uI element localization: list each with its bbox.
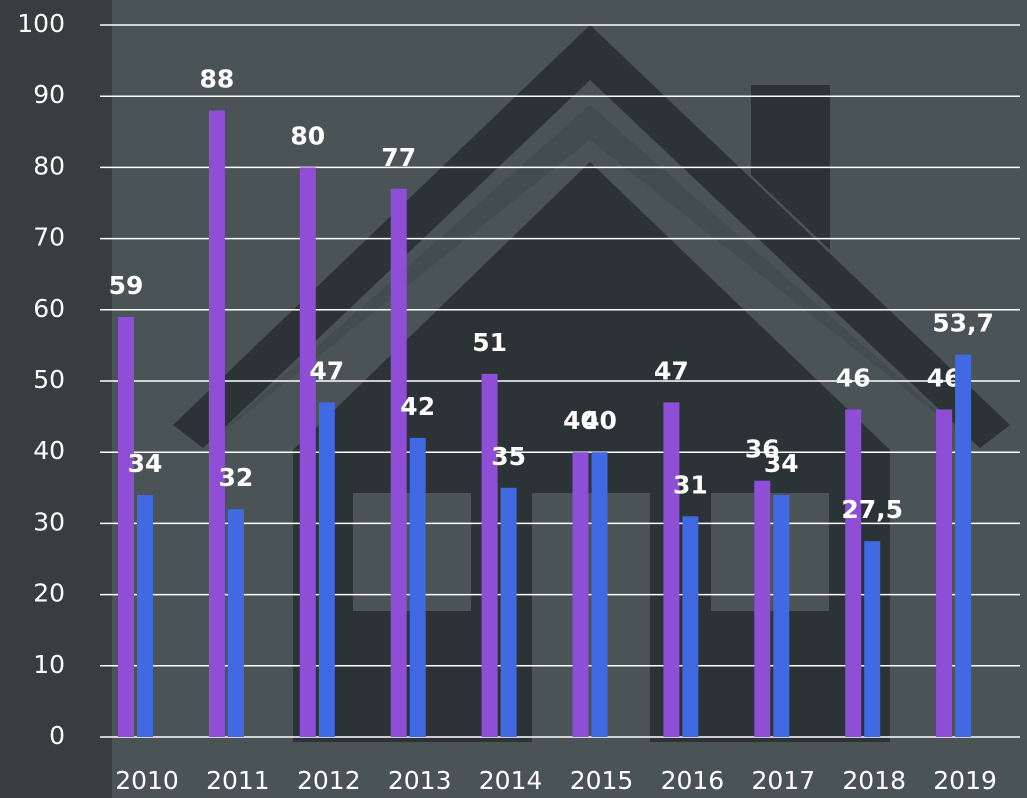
bar <box>592 452 608 737</box>
value-label: 53,7 <box>932 309 994 338</box>
bar <box>754 481 770 737</box>
bar <box>663 402 679 737</box>
y-tick-label: 20 <box>33 579 65 608</box>
y-tick-label: 10 <box>33 650 65 679</box>
value-label: 40 <box>582 406 617 435</box>
y-tick-label: 100 <box>17 9 65 38</box>
value-label: 42 <box>400 392 435 421</box>
value-label: 27,5 <box>841 495 903 524</box>
y-tick-label: 90 <box>33 80 65 109</box>
value-label: 88 <box>200 64 235 93</box>
bar <box>209 110 225 737</box>
y-tick-label: 40 <box>33 436 65 465</box>
bar <box>118 317 134 737</box>
bar <box>228 509 244 737</box>
bar <box>410 438 426 737</box>
bar <box>864 541 880 737</box>
value-label: 77 <box>381 143 416 172</box>
value-label: 47 <box>309 356 344 385</box>
page: 0 10 20 30 40 50 60 70 80 90 100 2010 2011 2012 2013 20… <box>0 0 1027 798</box>
x-tick-label: 2018 <box>842 766 906 795</box>
y-tick-label: 70 <box>33 223 65 252</box>
value-label: 32 <box>219 463 254 492</box>
y-tick-label: 60 <box>33 294 65 323</box>
bar <box>682 516 698 737</box>
chart: 0 10 20 30 40 50 60 70 80 90 100 2010 2011 2012 2013 20… <box>0 0 1027 798</box>
x-tick-label: 2016 <box>661 766 725 795</box>
bar <box>773 495 789 737</box>
bar <box>391 189 407 737</box>
value-label: 46 <box>836 363 871 392</box>
bar <box>573 452 589 737</box>
bar <box>845 409 861 737</box>
x-tick-label: 2010 <box>115 766 179 795</box>
x-tick-label: 2017 <box>751 766 815 795</box>
value-label: 59 <box>109 271 144 300</box>
bar <box>482 374 498 737</box>
x-tick-label: 2011 <box>206 766 270 795</box>
value-label: 51 <box>472 328 507 357</box>
value-label: 34 <box>128 449 163 478</box>
value-label: 31 <box>673 470 708 499</box>
value-label: 80 <box>290 121 325 150</box>
y-tick-label: 50 <box>33 365 65 394</box>
bar <box>501 488 517 737</box>
y-tick-label: 30 <box>33 507 65 536</box>
bar <box>300 167 316 737</box>
value-label: 47 <box>654 356 689 385</box>
value-label: 35 <box>491 442 526 471</box>
y-tick-label: 80 <box>33 151 65 180</box>
x-tick-label: 2013 <box>388 766 452 795</box>
bar <box>319 402 335 737</box>
x-tick-label: 2019 <box>933 766 997 795</box>
bar <box>936 409 952 737</box>
x-tick-label: 2015 <box>570 766 634 795</box>
x-tick-label: 2012 <box>297 766 361 795</box>
y-tick-label: 0 <box>49 721 65 750</box>
x-tick-label: 2014 <box>479 766 543 795</box>
value-label: 34 <box>764 449 799 478</box>
bar <box>137 495 153 737</box>
bar <box>955 355 971 737</box>
